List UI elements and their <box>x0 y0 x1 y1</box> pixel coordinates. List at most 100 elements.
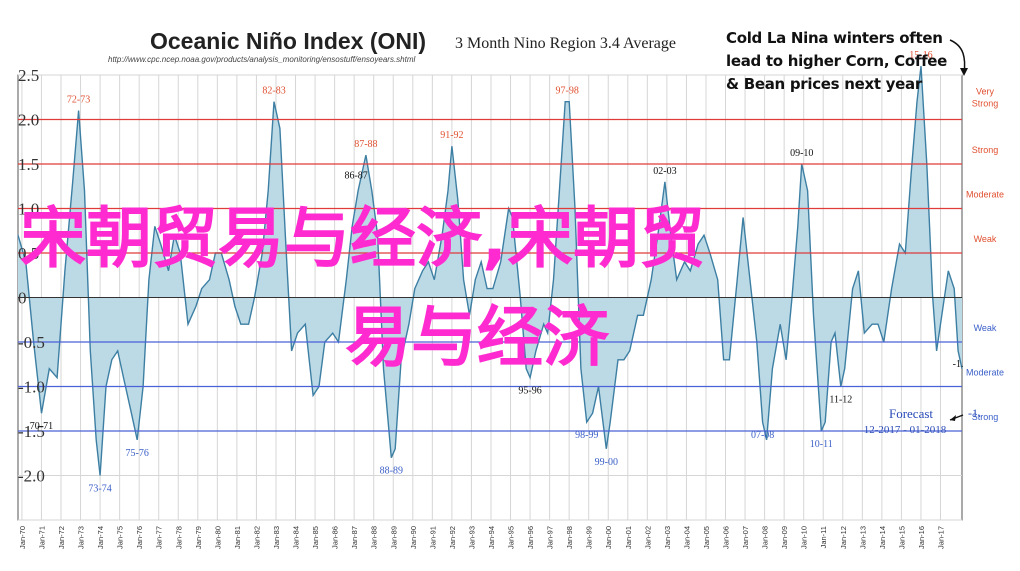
event-label: 86-87 <box>344 170 367 181</box>
cold-event-label: 75-76 <box>126 448 149 459</box>
warm-event-label: 82-83 <box>262 86 285 97</box>
y-tick-label: -2.0 <box>18 467 45 486</box>
y-tick-label: 1.0 <box>18 200 39 219</box>
x-tick-label: Jan-84 <box>292 526 301 549</box>
x-tick-label: Jan-04 <box>682 526 691 549</box>
x-tick-label: Jan-90 <box>409 526 418 549</box>
x-tick-label: Jan-15 <box>897 526 906 549</box>
x-tick-label: Jan-97 <box>546 526 555 549</box>
x-tick-label: Jan-87 <box>350 526 359 549</box>
x-tick-label: Jan-96 <box>526 526 535 549</box>
warm-event-label: 87-88 <box>354 139 377 150</box>
event-label: 70-71 <box>30 421 53 432</box>
y-tick-label: 2.5 <box>18 66 39 85</box>
x-tick-label: Jan-99 <box>585 526 594 549</box>
x-tick-label: Jan-11 <box>819 526 828 548</box>
cold-threshold-label: Strong <box>972 412 999 422</box>
x-tick-label: Jan-70 <box>18 526 27 549</box>
annotation-arrowhead <box>960 68 968 76</box>
cold-threshold-label: Moderate <box>966 368 1004 378</box>
x-tick-label: Jan-80 <box>213 526 222 549</box>
x-tick-label: Jan-07 <box>741 526 750 549</box>
forecast-label: Forecast <box>889 406 933 421</box>
warm-threshold-label: Very <box>976 87 995 97</box>
x-tick-label: Jan-93 <box>467 526 476 549</box>
y-tick-label: 0.5 <box>18 244 39 263</box>
x-tick-label: Jan-02 <box>643 526 652 549</box>
event-label: 95-96 <box>518 386 541 397</box>
y-tick-label: 1.5 <box>18 155 39 174</box>
x-tick-label: Jan-82 <box>252 526 261 549</box>
warm-threshold-label: Moderate <box>966 190 1004 200</box>
annotation-line-1: Cold La Nina winters often <box>726 29 943 47</box>
y-tick-label: -1.5 <box>18 422 45 441</box>
y-tick-label: 0 <box>18 289 27 308</box>
x-tick-label: Jan-71 <box>37 526 46 549</box>
x-tick-label: Jan-77 <box>155 526 164 549</box>
forecast-range: 12-2017 - 01-2018 <box>864 424 947 436</box>
price-annotation: Cold La Nina winters often lead to highe… <box>726 27 966 96</box>
event-label: 09-10 <box>790 148 813 159</box>
cold-event-label: 73-74 <box>88 484 111 495</box>
forecast-arrowhead <box>950 415 956 421</box>
cold-event-label: 07-08 <box>751 430 774 441</box>
event-label: -1. <box>953 359 964 370</box>
x-tick-label: Jan-01 <box>624 526 633 549</box>
annotation-line-3: & Bean prices next year <box>726 75 922 93</box>
x-tick-label: Jan-14 <box>878 526 887 549</box>
warm-event-label: 15-16 <box>909 50 932 61</box>
x-tick-label: Jan-73 <box>77 526 86 549</box>
event-label: 02-03 <box>653 166 676 177</box>
x-tick-label: Jan-12 <box>839 526 848 549</box>
x-tick-label: Jan-09 <box>780 526 789 549</box>
cold-event-label: 88-89 <box>380 466 403 477</box>
warm-threshold-label: Weak <box>974 234 997 244</box>
x-tick-label: Jan-91 <box>428 526 437 549</box>
warm-event-label: 97-98 <box>556 86 579 97</box>
x-tick-label: Jan-83 <box>272 526 281 549</box>
x-tick-label: Jan-16 <box>917 526 926 549</box>
watermark-text-line-1: 宋朝贸易与经济,宋朝贸 <box>20 200 706 277</box>
x-tick-label: Jan-00 <box>604 526 613 549</box>
forecast-value: -1. <box>968 406 981 420</box>
y-tick-label: 2.0 <box>18 111 39 130</box>
chart-title: Oceanic Niño Index (ONI) <box>150 28 427 54</box>
x-tick-label: Jan-81 <box>233 526 242 549</box>
x-tick-label: Jan-05 <box>702 526 711 549</box>
x-tick-label: Jan-08 <box>761 526 770 549</box>
x-tick-label: Jan-92 <box>448 526 457 549</box>
chart-subtitle: 3 Month Nino Region 3.4 Average <box>455 35 677 52</box>
x-tick-label: Jan-76 <box>135 526 144 549</box>
x-tick-label: Jan-98 <box>565 526 574 549</box>
x-tick-label: Jan-94 <box>487 526 496 549</box>
x-tick-label: Jan-88 <box>370 526 379 549</box>
x-tick-label: Jan-13 <box>858 526 867 549</box>
x-tick-label: Jan-95 <box>507 526 516 549</box>
watermark-text-line-2: 易与经济 <box>345 299 609 376</box>
x-tick-label: Jan-85 <box>311 526 320 549</box>
warm-threshold-label: Strong <box>972 99 999 109</box>
warm-threshold-label: Strong <box>972 145 999 155</box>
cold-event-label: 98-99 <box>575 430 598 441</box>
x-tick-label: Jan-74 <box>96 526 105 549</box>
x-tick-label: Jan-75 <box>116 526 125 549</box>
x-tick-label: Jan-86 <box>331 526 340 549</box>
cold-threshold-label: Weak <box>974 323 997 333</box>
event-label: 11-12 <box>829 395 852 406</box>
y-tick-label: -0.5 <box>18 333 45 352</box>
warm-event-label: 72-73 <box>67 95 90 106</box>
annotation-line-2: lead to higher Corn, Coffee <box>726 52 948 70</box>
x-tick-label: Jan-89 <box>389 526 398 549</box>
x-tick-label: Jan-17 <box>937 526 946 549</box>
x-tick-label: Jan-78 <box>174 526 183 549</box>
cold-event-label: 10-11 <box>810 439 833 450</box>
x-tick-label: Jan-03 <box>663 526 672 549</box>
cold-event-label: 99-00 <box>595 457 618 468</box>
y-tick-label: -1.0 <box>18 378 45 397</box>
source-url: http://www.cpc.ncep.noaa.gov/products/an… <box>108 55 416 64</box>
x-tick-label: Jan-10 <box>800 526 809 549</box>
x-tick-label: Jan-72 <box>57 526 66 549</box>
x-tick-label: Jan-06 <box>722 526 731 549</box>
x-tick-label: Jan-79 <box>194 526 203 549</box>
